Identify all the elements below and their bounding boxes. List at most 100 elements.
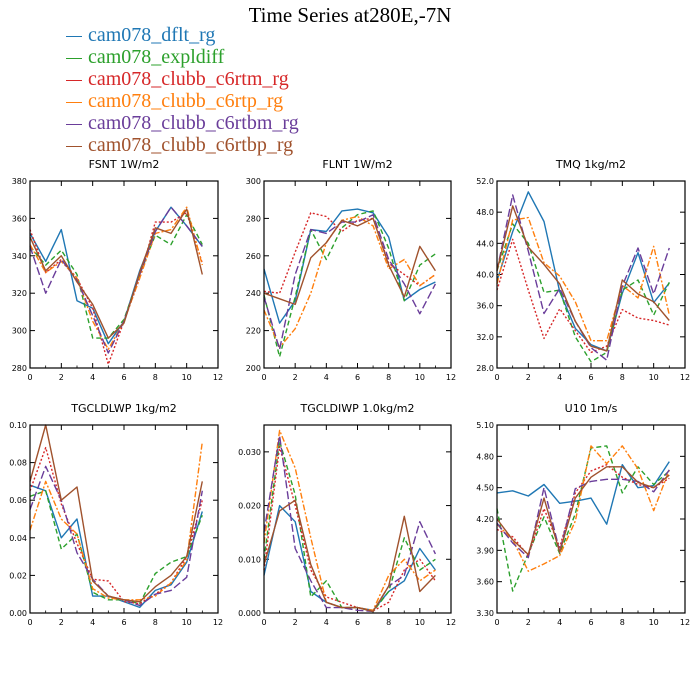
- x-tick-label: 10: [415, 373, 425, 382]
- series-line: [496, 461, 670, 525]
- y-tick-label: 3.60: [476, 578, 494, 587]
- x-tick-label: 4: [90, 618, 95, 627]
- chart-title: TGCLDLWP 1kg/m2: [70, 402, 176, 415]
- series-line: [263, 212, 436, 294]
- y-tick-label: 0.06: [9, 496, 27, 505]
- chart-panel: FLNT 1W/m2 0 2 4 6 8 10 12 200 220 240 260 280 300: [246, 158, 456, 382]
- y-tick-label: 220: [246, 327, 261, 336]
- y-tick-label: 44.0: [476, 239, 494, 248]
- x-tick-label: 0: [494, 618, 499, 627]
- y-tick-label: 280: [246, 214, 261, 223]
- series-line: [29, 208, 203, 339]
- series-line: [496, 205, 670, 352]
- legend-item: cam078_clubb_c6rtbm_rg: [66, 112, 299, 134]
- chart-title: FLNT 1W/m2: [322, 158, 392, 171]
- y-tick-label: 340: [12, 252, 27, 261]
- legend-label: cam078_expldiff: [88, 46, 225, 68]
- x-tick-label: 10: [415, 618, 425, 627]
- y-tick-label: 3.30: [476, 609, 494, 618]
- x-tick-label: 8: [386, 373, 391, 382]
- series-line: [496, 445, 670, 572]
- y-tick-label: 32.0: [476, 333, 494, 342]
- x-tick-label: 12: [446, 618, 456, 627]
- x-tick-label: 0: [261, 373, 266, 382]
- x-tick-label: 0: [261, 618, 266, 627]
- series-line: [263, 499, 436, 613]
- y-tick-label: 3.90: [476, 546, 494, 555]
- y-tick-label: 380: [12, 177, 27, 186]
- y-tick-label: 300: [12, 327, 27, 336]
- series-line: [263, 213, 437, 350]
- y-tick-label: 4.20: [476, 515, 494, 524]
- legend-item: cam078_expldiff: [66, 46, 299, 68]
- x-tick-label: 2: [293, 373, 298, 382]
- x-tick-label: 8: [153, 373, 158, 382]
- legend-item: cam078_dflt_rg: [66, 24, 299, 46]
- series-line: [263, 440, 436, 613]
- x-tick-label: 0: [27, 373, 32, 382]
- y-tick-label: 0.08: [9, 459, 27, 468]
- x-tick-label: 10: [649, 373, 659, 382]
- legend-item: cam078_clubb_c6rtm_rg: [66, 68, 299, 90]
- chart-panel: U10 1m/s 0 2 4 6 8 10 12 3.30 3.60 3.90 4.20 4.50 4.8…: [476, 402, 690, 627]
- x-tick-label: 0: [27, 618, 32, 627]
- x-tick-label: 6: [355, 373, 360, 382]
- series-line: [263, 445, 436, 612]
- legend-label: cam078_clubb_c6rtbp_rg: [88, 134, 294, 156]
- x-tick-label: 4: [557, 373, 562, 382]
- x-tick-label: 12: [213, 373, 223, 382]
- y-tick-label: 28.0: [476, 364, 494, 373]
- x-tick-label: 6: [588, 373, 593, 382]
- plot-frame: [263, 424, 452, 614]
- y-tick-label: 48.0: [476, 208, 494, 217]
- y-tick-label: 280: [12, 364, 27, 373]
- y-tick-label: 0.04: [9, 534, 27, 543]
- x-tick-label: 8: [620, 618, 625, 627]
- series-line: [29, 465, 203, 607]
- y-tick-label: 360: [12, 214, 27, 223]
- x-tick-label: 2: [293, 618, 298, 627]
- x-tick-label: 4: [557, 618, 562, 627]
- x-tick-label: 10: [649, 618, 659, 627]
- series-line: [263, 215, 436, 349]
- x-tick-label: 8: [153, 618, 158, 627]
- series-line: [263, 435, 437, 613]
- plot-frame: [496, 180, 686, 369]
- series-line: [29, 212, 203, 365]
- series-line: [496, 216, 670, 342]
- y-tick-label: 300: [246, 177, 261, 186]
- chart-title: TGCLDIWP 1.0kg/m2: [299, 402, 414, 415]
- legend-label: cam078_clubb_c6rtp_rg: [88, 90, 284, 112]
- x-tick-label: 12: [446, 373, 456, 382]
- series-line: [29, 490, 203, 605]
- series-line: [29, 424, 203, 603]
- x-tick-label: 8: [620, 373, 625, 382]
- y-tick-label: 36.0: [476, 302, 494, 311]
- series-line: [263, 208, 436, 324]
- chart-panel: TGCLDLWP 1kg/m2 0 2 4 6 8 10 12 0.00 0.02 0.04 0.06…: [9, 402, 223, 627]
- series-line: [29, 206, 203, 345]
- legend-swatch: [66, 123, 82, 125]
- series-line: [496, 191, 670, 352]
- x-tick-label: 12: [680, 373, 690, 382]
- legend-label: cam078_dflt_rg: [88, 24, 216, 46]
- y-tick-label: 0.10: [9, 421, 27, 430]
- x-tick-label: 2: [59, 618, 64, 627]
- chart-title: U10 1m/s: [565, 402, 618, 415]
- legend-label: cam078_clubb_c6rtbm_rg: [88, 112, 299, 134]
- x-tick-label: 12: [213, 618, 223, 627]
- series-line: [496, 466, 670, 556]
- legend-swatch: [66, 145, 82, 147]
- plot-frame: [263, 180, 452, 369]
- y-tick-label: 320: [12, 289, 27, 298]
- x-tick-label: 6: [355, 618, 360, 627]
- x-tick-label: 0: [494, 373, 499, 382]
- chart-title: FSNT 1W/m2: [89, 158, 160, 171]
- chart-panel: FSNT 1W/m2 0 2 4 6 8 10 12 280 300 320 340 360 380: [12, 158, 223, 382]
- y-tick-label: 0.00: [9, 609, 27, 618]
- x-tick-label: 8: [386, 618, 391, 627]
- x-tick-label: 6: [588, 618, 593, 627]
- legend-swatch: [66, 35, 82, 37]
- figure-title: Time Series at280E,-7N: [248, 3, 452, 27]
- y-tick-label: 0.02: [9, 571, 27, 580]
